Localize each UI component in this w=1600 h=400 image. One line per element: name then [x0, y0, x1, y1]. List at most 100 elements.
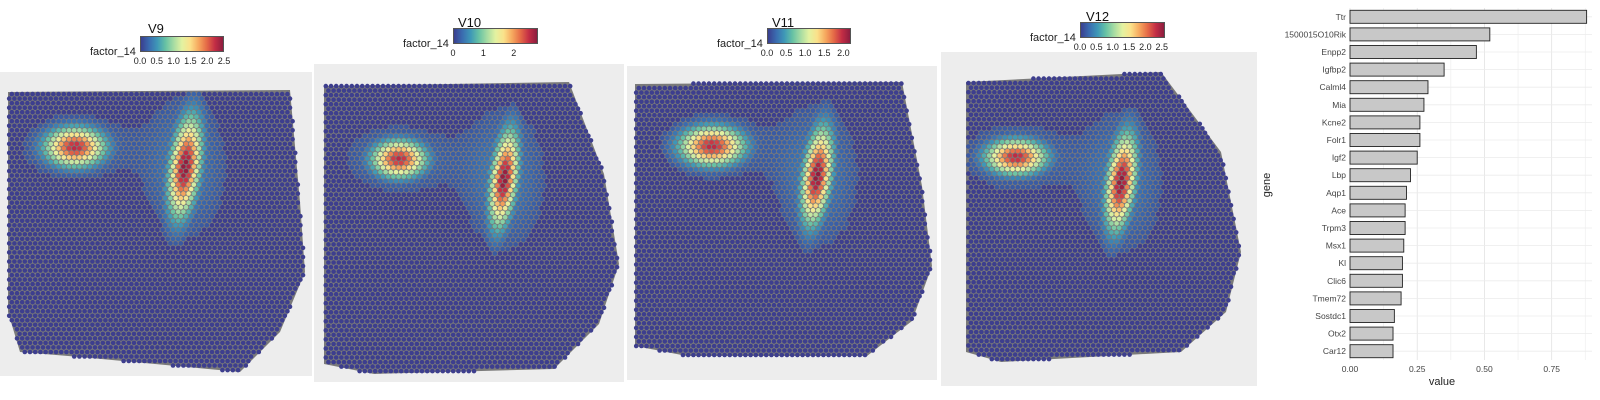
tissue-spot	[448, 101, 453, 107]
tissue-spot	[118, 245, 124, 251]
tissue-spot	[22, 213, 28, 219]
tissue-spot	[157, 232, 163, 237]
tissue-spot	[186, 164, 191, 169]
tissue-spot	[445, 151, 451, 157]
tissue-spot	[279, 100, 285, 106]
tissue-spot	[144, 263, 150, 269]
tissue-spot	[586, 215, 591, 220]
tissue-spot	[406, 174, 412, 179]
tissue-spot	[443, 147, 448, 152]
tissue-spot	[536, 183, 542, 188]
tissue-spot	[528, 151, 534, 157]
tissue-spot	[144, 254, 150, 260]
colorbar-tick-label: 2.0	[200, 56, 214, 66]
tissue-spot	[77, 263, 82, 269]
tissue-spot	[61, 345, 67, 350]
tissue-spot	[346, 133, 352, 139]
tissue-spot	[162, 241, 168, 246]
tissue-spot	[217, 146, 223, 151]
tissue-spot	[178, 132, 184, 138]
tissue-spot	[95, 177, 100, 183]
tissue-spot	[14, 100, 20, 106]
tissue-spot	[199, 358, 204, 364]
tissue-spot	[552, 183, 557, 188]
tissue-spot	[51, 200, 56, 205]
tissue-spot	[105, 241, 111, 246]
tissue-spot	[79, 204, 85, 210]
tissue-spot	[534, 151, 539, 157]
tissue-spot	[510, 183, 516, 188]
tissue-spot	[100, 105, 106, 110]
tissue-spot	[92, 173, 98, 178]
tissue-spot	[414, 178, 420, 184]
tissue-spot	[508, 106, 513, 111]
tissue-spot	[51, 191, 56, 196]
tissue-spot	[35, 100, 41, 106]
tissue-spot	[175, 254, 181, 260]
tissue-spot	[103, 146, 108, 151]
tissue-spot	[269, 263, 275, 269]
tissue-spot	[27, 250, 33, 255]
tissue-spot	[292, 223, 298, 228]
tissue-spot	[173, 168, 178, 174]
tissue-spot	[136, 322, 142, 328]
tissue-spot	[43, 114, 48, 119]
tissue-spot	[207, 281, 212, 287]
tissue-spot	[432, 83, 438, 89]
tissue-spot	[240, 322, 246, 328]
tissue-spot	[188, 96, 194, 101]
tissue-spot	[173, 241, 178, 246]
tissue-spot	[126, 213, 132, 219]
tissue-spot	[372, 160, 378, 166]
tissue-spot	[323, 165, 329, 170]
tissue-spot	[243, 200, 249, 205]
tissue-spot	[419, 169, 425, 175]
tissue-spot	[77, 164, 82, 169]
tissue-spot	[168, 132, 173, 138]
tissue-spot	[554, 124, 560, 130]
tissue-spot	[27, 232, 33, 237]
tissue-spot	[58, 232, 64, 237]
tissue-spot	[357, 151, 362, 157]
tissue-spot	[129, 200, 134, 205]
tissue-spot	[531, 219, 537, 225]
tissue-spot	[155, 354, 160, 359]
tissue-spot	[544, 133, 550, 139]
tissue-spot	[121, 295, 126, 300]
tissue-spot	[536, 201, 542, 206]
tissue-spot	[489, 138, 495, 143]
tissue-spot	[246, 141, 251, 147]
tissue-spot	[440, 106, 446, 111]
tissue-spot	[181, 308, 186, 314]
tissue-spot	[246, 313, 251, 319]
tissue-spot	[427, 165, 433, 170]
tissue-spot	[25, 281, 30, 287]
tissue-spot	[207, 109, 212, 115]
tissue-spot	[233, 336, 238, 341]
tissue-spot	[588, 138, 594, 143]
tissue-spot	[27, 132, 33, 138]
tissue-spot	[178, 277, 184, 282]
tissue-spot	[160, 155, 165, 160]
tissue-spot	[277, 277, 282, 282]
tissue-spot	[378, 133, 383, 139]
tissue-spot	[123, 100, 129, 106]
tissue-spot	[573, 147, 578, 152]
tissue-spot	[118, 236, 124, 242]
tissue-spot	[79, 340, 85, 346]
tissue-spot	[422, 228, 427, 234]
tissue-spot	[450, 97, 456, 102]
tissue-spot	[565, 115, 570, 121]
tissue-spot	[251, 177, 256, 183]
tissue-spot	[269, 200, 275, 205]
tissue-spot	[108, 245, 113, 251]
tissue-spot	[578, 147, 583, 152]
tissue-spot	[204, 331, 210, 337]
tissue-spot	[144, 91, 150, 97]
tissue-spot	[331, 124, 336, 130]
tissue-spot	[339, 138, 344, 143]
tissue-spot	[536, 174, 542, 179]
tissue-spot	[188, 349, 194, 355]
tissue-spot	[19, 336, 25, 341]
tissue-spot	[188, 177, 194, 183]
